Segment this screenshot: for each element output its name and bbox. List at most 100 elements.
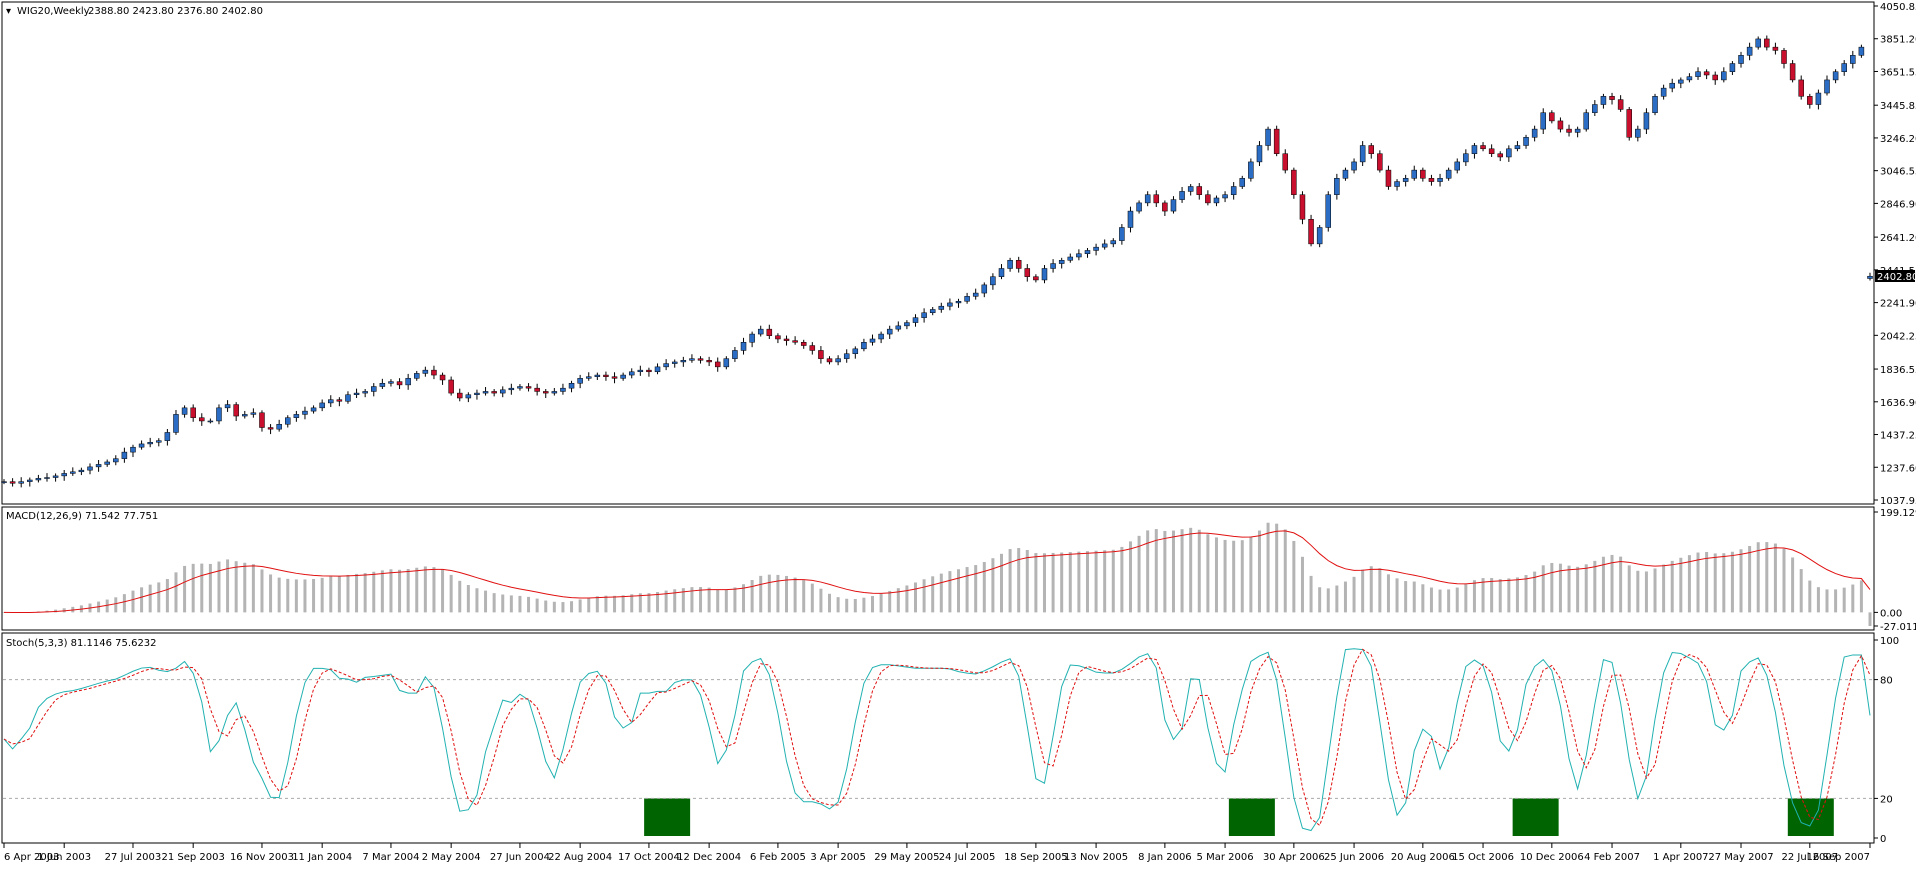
- candle-body: [1858, 46, 1865, 56]
- price-axis-label: 1437.25: [1880, 431, 1916, 442]
- candle-body: [852, 348, 859, 354]
- macd-histogram-bar: [638, 593, 642, 613]
- candle-body: [740, 342, 747, 351]
- x-axis-label: 15 Oct 2006: [1452, 852, 1514, 863]
- macd-histogram-bar: [1249, 536, 1253, 613]
- candle-body: [1471, 145, 1478, 154]
- candle-body: [285, 417, 291, 425]
- candle-body: [181, 407, 188, 415]
- candle-body: [534, 387, 540, 392]
- macd-histogram-bar: [1352, 576, 1356, 613]
- candle-body: [1789, 63, 1796, 81]
- candle-body: [379, 383, 386, 387]
- macd-histogram-bar: [1369, 566, 1373, 613]
- macd-histogram-bar: [1593, 560, 1597, 613]
- macd-histogram-bar: [991, 558, 995, 613]
- macd-histogram-bar: [1154, 529, 1158, 613]
- macd-histogram-bar: [621, 595, 625, 613]
- macd-histogram-bar: [1206, 534, 1210, 613]
- x-axis-label: 18 Sep 2005: [1004, 852, 1067, 863]
- macd-histogram-bar: [1395, 578, 1399, 613]
- macd-histogram-bar: [475, 588, 479, 613]
- macd-histogram-bar: [1051, 552, 1055, 613]
- macd-histogram-bar: [509, 595, 513, 613]
- candle-body: [654, 366, 661, 373]
- candle-body: [938, 305, 945, 310]
- macd-histogram-bar: [647, 593, 651, 613]
- candle-body: [1162, 202, 1168, 212]
- macd-histogram-bar: [1447, 589, 1451, 613]
- macd-histogram-bar: [165, 579, 169, 613]
- macd-pane-frame: [1, 506, 1875, 631]
- x-axis-label: 22 Jul 2007: [1782, 852, 1839, 863]
- candle-body: [603, 374, 609, 377]
- candle-body: [250, 412, 257, 415]
- candle-body: [620, 374, 626, 379]
- macd-histogram-bar: [982, 562, 986, 613]
- macd-histogram-bar: [871, 596, 875, 613]
- macd-histogram-bar: [389, 569, 393, 613]
- macd-histogram-bar: [1791, 557, 1795, 613]
- macd-histogram-bar: [140, 587, 144, 613]
- candle-body: [1170, 199, 1177, 212]
- candle-body: [1119, 227, 1125, 241]
- macd-histogram-bar: [1722, 553, 1726, 613]
- macd-histogram-bar: [148, 584, 152, 613]
- candle-body: [757, 328, 764, 335]
- candle-body: [1454, 161, 1460, 171]
- candle-body: [396, 381, 403, 386]
- macd-histogram-bar: [1610, 554, 1614, 613]
- candle-body: [585, 376, 592, 379]
- candle-body: [190, 407, 196, 418]
- candle-body: [1738, 55, 1744, 64]
- macd-histogram-bar: [905, 585, 909, 613]
- macd-histogram-bar: [1644, 571, 1648, 613]
- candle-body: [1093, 246, 1099, 251]
- macd-histogram-bar: [1404, 581, 1408, 613]
- candle-body: [886, 328, 893, 335]
- macd-histogram-bar: [707, 587, 711, 613]
- macd-histogram-bar: [406, 569, 410, 613]
- candle-body: [929, 309, 936, 313]
- candle-body: [1273, 128, 1280, 154]
- macd-histogram-bar: [1128, 541, 1132, 613]
- price-axis-label: 3046.55: [1880, 167, 1916, 178]
- candle-body: [1557, 120, 1564, 130]
- oversold-highlight: [1512, 798, 1559, 836]
- macd-label: MACD(12,26,9) 71.542 77.751: [6, 511, 158, 522]
- macd-histogram-bar: [759, 575, 763, 613]
- candle-body: [1377, 153, 1383, 171]
- x-axis-label: 16 Sep 2007: [1807, 852, 1870, 863]
- macd-histogram-bar: [294, 579, 298, 613]
- macd-histogram-bar: [1068, 552, 1072, 613]
- x-axis-label: 25 Jun 2006: [1324, 852, 1384, 863]
- macd-histogram-bar: [1223, 539, 1227, 613]
- macd-histogram-bar: [1739, 549, 1743, 613]
- macd-histogram-bar: [570, 601, 574, 613]
- candle-body: [1144, 194, 1151, 204]
- macd-histogram-bar: [484, 590, 488, 613]
- candle-body: [224, 404, 231, 409]
- macd-histogram-bar: [527, 596, 531, 613]
- macd-histogram-bar: [415, 567, 419, 613]
- candle-body: [95, 464, 102, 468]
- symbol-dropdown-icon[interactable]: ▾: [6, 6, 11, 17]
- macd-histogram-bar: [819, 588, 823, 613]
- macd-histogram-bar: [776, 574, 780, 613]
- macd-histogram-bar: [1481, 578, 1485, 613]
- macd-histogram-bar: [1851, 584, 1855, 613]
- macd-histogram-bar: [277, 577, 281, 613]
- x-axis-label: 29 May 2005: [874, 852, 939, 863]
- candle-body: [964, 296, 970, 302]
- macd-histogram-bar: [793, 577, 797, 613]
- candle-body: [637, 369, 644, 373]
- candle-body: [1402, 178, 1409, 182]
- candle-body: [1514, 145, 1521, 150]
- candle-body: [1798, 79, 1804, 97]
- candle-body: [1256, 145, 1263, 163]
- candle-body: [1205, 194, 1211, 204]
- candle-body: [1033, 276, 1039, 281]
- macd-histogram-bar: [1378, 568, 1382, 613]
